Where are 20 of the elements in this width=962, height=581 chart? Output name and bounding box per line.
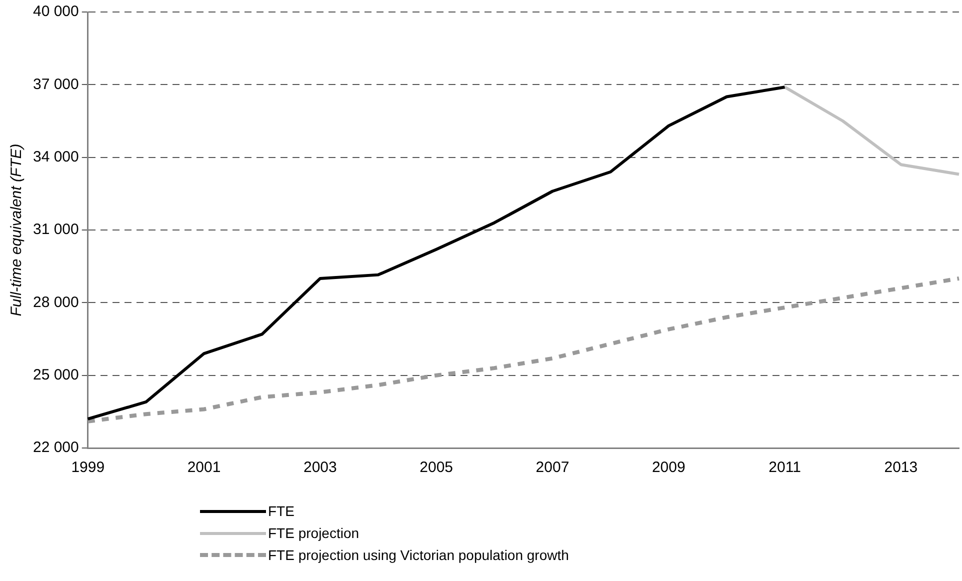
y-tick-label: 25 000 xyxy=(32,366,79,384)
y-tick-label: 40 000 xyxy=(32,3,79,20)
x-tick-label: 2013 xyxy=(884,459,918,476)
y-tick-label: 22 000 xyxy=(32,439,79,456)
x-tick-label: 2009 xyxy=(652,459,686,476)
legend-label: FTE xyxy=(268,503,294,519)
y-axis-title: Full-time equivalent (FTE) xyxy=(8,144,26,316)
x-tick-label: 1999 xyxy=(71,459,105,476)
x-tick-label: 2003 xyxy=(303,459,337,476)
y-tick-label: 31 000 xyxy=(32,221,79,238)
legend-label: FTE projection using Victorian population growth xyxy=(268,547,569,563)
x-tick-label: 2011 xyxy=(768,459,801,476)
x-tick-label: 2007 xyxy=(536,459,570,476)
legend-label: FTE projection xyxy=(268,525,360,541)
x-tick-label: 2005 xyxy=(420,459,454,476)
y-tick-label: 28 000 xyxy=(32,294,79,311)
x-tick-label: 2001 xyxy=(187,459,221,476)
line-series xyxy=(86,276,961,424)
y-tick-label: 37 000 xyxy=(32,76,79,93)
y-tick-label: 34 000 xyxy=(32,148,79,166)
